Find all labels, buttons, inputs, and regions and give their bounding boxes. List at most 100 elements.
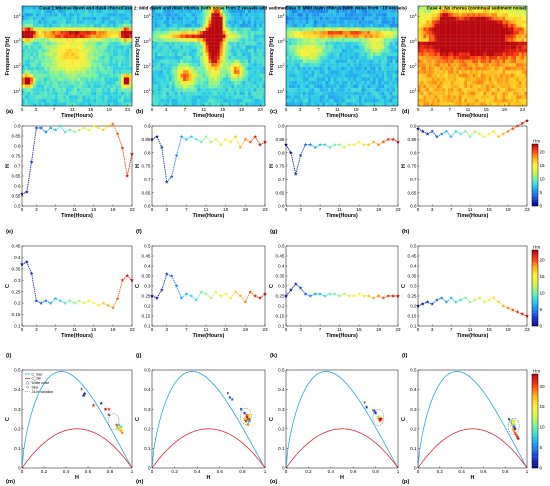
spectrogram-cell: [461, 27, 465, 32]
spectrogram-cell: [344, 77, 348, 82]
spectrogram-cell: [502, 23, 506, 28]
spectrogram-cell: [384, 16, 387, 21]
spectrogram-cell: [66, 91, 69, 96]
data-point: [24, 190, 29, 194]
spectrogram-cell: [372, 16, 376, 21]
spectrogram-cell: [358, 34, 362, 39]
spectrogram-cell: [211, 77, 215, 82]
spectrogram-cell: [93, 45, 97, 49]
spectrogram-cell: [305, 48, 309, 53]
spectrogram-cell: [319, 102, 323, 107]
spectrogram-cell: [428, 81, 432, 85]
spectrogram-cell: [157, 52, 161, 57]
spectrogram-cell: [228, 73, 232, 78]
spectrogram-cell: [494, 66, 498, 71]
spectrogram-cell: [328, 88, 331, 92]
spectrogram-cell: [502, 73, 506, 78]
spectrogram-cell: [166, 91, 170, 96]
spectrogram-cell: [163, 81, 167, 85]
spectrogram-cell: [22, 31, 25, 35]
spectrogram-cell: [239, 41, 243, 46]
spectrogram-cell: [250, 6, 254, 10]
spectrogram-cell: [456, 38, 459, 42]
spectrogram-cell: [41, 66, 45, 71]
spectrogram-cell: [389, 16, 393, 21]
spectrogram-cell: [516, 66, 519, 71]
spectrogram-cell: [79, 9, 83, 14]
spectrogram-cell: [90, 77, 94, 82]
spectrogram-cell: [486, 52, 489, 57]
spectrogram-cell: [344, 66, 348, 71]
spectrogram-cell: [79, 27, 83, 32]
spectrogram-cell: [461, 20, 465, 24]
spectrogram-cell: [510, 77, 514, 82]
spectrogram-cell: [358, 27, 362, 32]
spectrogram-cell: [90, 16, 94, 21]
spectrogram-cell: [211, 88, 215, 92]
spectrogram-cell: [82, 20, 86, 24]
data-point: [91, 124, 96, 128]
spectrogram-cell: [505, 41, 509, 46]
spectrogram-cell: [60, 98, 64, 103]
spectrogram-cell: [453, 73, 457, 78]
spectrogram-cell: [250, 34, 254, 39]
spectrogram-cell: [477, 45, 481, 49]
spectrogram-cell: [129, 9, 133, 14]
spectrogram-cell: [428, 48, 432, 53]
spectrogram-cell: [166, 56, 170, 60]
spectrogram-cell: [35, 16, 39, 21]
spectrogram-cell: [316, 48, 320, 53]
spectrogram-cell: [344, 38, 348, 42]
spectrogram-cell: [256, 88, 260, 92]
spectrogram-cell: [364, 91, 368, 96]
spectrogram-cell: [79, 45, 83, 49]
spectrogram-cell: [344, 81, 348, 85]
spectrogram-cell: [46, 13, 50, 17]
spectrogram-cell: [486, 31, 489, 35]
spectrogram-cell: [344, 102, 348, 107]
spectrogram-cell: [163, 66, 167, 71]
spectrogram-cell: [27, 88, 31, 92]
spectrogram-cell: [353, 13, 357, 17]
spectrogram-cell: [305, 27, 309, 32]
spectrogram-cell: [41, 73, 45, 78]
series-segment: [112, 298, 119, 308]
spectrogram-cell: [256, 16, 260, 21]
spectrogram-cell: [319, 23, 323, 28]
spectrogram-cell: [30, 73, 34, 78]
spectrogram-cell: [71, 6, 75, 10]
spectrogram-cell: [259, 20, 263, 24]
spectrogram-cell: [52, 13, 56, 17]
spectrogram-cell: [336, 48, 340, 53]
x-axis-label: Time(Hours): [193, 213, 225, 219]
spectrogram-cell: [157, 48, 161, 53]
spectrogram-cell: [364, 84, 368, 89]
spectrogram-cell: [336, 59, 340, 64]
spectrogram-cell: [110, 81, 113, 85]
spectrogram-cell: [361, 27, 365, 32]
x-tick-label: 19: [505, 207, 511, 212]
spectrogram-cell: [434, 77, 438, 82]
spectrogram-cell: [216, 73, 220, 78]
spectrogram-cell: [505, 16, 509, 21]
data-point: [39, 126, 44, 130]
spectrogram-cell: [27, 73, 31, 78]
spectrogram-cell: [112, 23, 116, 28]
spectrogram-cell: [216, 102, 220, 107]
spectrogram-cell: [157, 41, 161, 46]
spectrogram-cell: [497, 88, 500, 92]
spectrogram-cell: [259, 95, 263, 99]
spectrogram-cell: [507, 38, 511, 42]
spectrogram-cell: [216, 70, 220, 74]
spectrogram-cell: [507, 6, 511, 10]
spectrogram-cell: [185, 23, 189, 28]
spectrogram-cell: [225, 63, 229, 67]
spectrogram-cell: [510, 38, 514, 42]
spectrogram-cell: [197, 102, 201, 107]
spectrogram-cell: [222, 38, 226, 42]
spectrogram-cell: [168, 52, 172, 57]
spectrogram-cell: [236, 63, 240, 67]
spectrogram-cell: [46, 95, 50, 99]
spectrogram-cell: [57, 95, 61, 99]
spectrogram-cell: [225, 45, 229, 49]
